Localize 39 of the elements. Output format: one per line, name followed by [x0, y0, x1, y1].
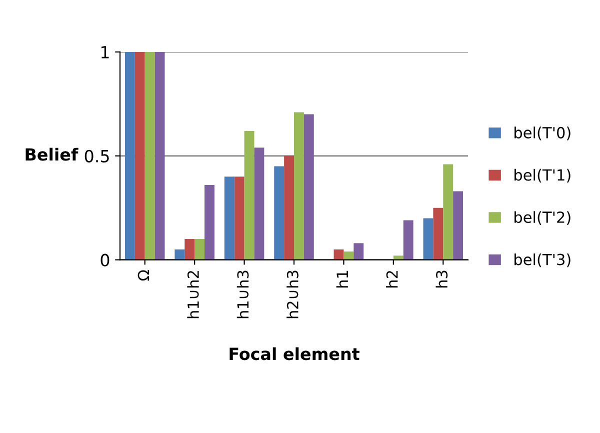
- legend-label: bel(T'3): [514, 253, 570, 268]
- legend-label: bel(T'0): [514, 126, 570, 140]
- legend-label: bel(T'2): [514, 211, 570, 225]
- bar: [453, 191, 464, 260]
- bar: [274, 166, 284, 260]
- y-tick-label: 0.5: [84, 150, 109, 162]
- bar: [344, 251, 354, 260]
- bar: [194, 239, 205, 260]
- bar: [154, 52, 165, 260]
- legend-label: bel(T'1): [514, 168, 570, 183]
- bar: [254, 148, 264, 260]
- bar: [184, 239, 195, 260]
- bar: [244, 130, 254, 260]
- x-axis-title: Focal element: [230, 347, 360, 360]
- bar: [403, 220, 414, 260]
- bar: [423, 218, 434, 260]
- bar: [224, 176, 234, 260]
- x-tick-label: Ω: [138, 270, 150, 281]
- x-tick-label: h1∪h2: [187, 271, 199, 318]
- bar: [284, 156, 294, 260]
- y-tick-label: 0: [100, 254, 110, 266]
- bar: [433, 208, 444, 260]
- x-tick-label: h3: [436, 270, 448, 288]
- x-tick-label: h2∪h3: [286, 270, 298, 318]
- x-tick-label: h1: [336, 270, 348, 288]
- y-axis-title: Belief: [26, 148, 78, 161]
- bar: [234, 176, 244, 260]
- bar: [144, 52, 155, 260]
- bar: [174, 249, 185, 260]
- bar: [124, 52, 135, 260]
- x-tick-label: h1∪h3: [236, 270, 249, 318]
- y-tick-label: 1: [102, 46, 109, 58]
- bar: [294, 112, 304, 260]
- bar: [354, 243, 364, 260]
- bar: [304, 114, 314, 260]
- bar: [134, 52, 145, 260]
- x-tick-label: h2: [386, 271, 398, 288]
- bar: [443, 164, 454, 260]
- bar: [204, 184, 214, 260]
